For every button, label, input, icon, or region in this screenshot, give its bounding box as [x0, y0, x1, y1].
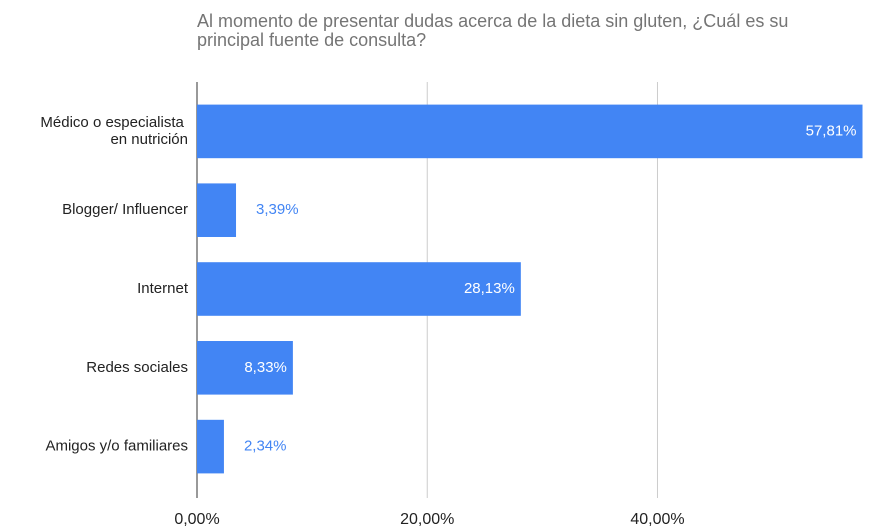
- bar: [197, 183, 237, 237]
- y-tick-label: Blogger/ Influencer: [62, 201, 188, 218]
- chart-title: Al momento de presentar dudas acerca de …: [197, 11, 789, 50]
- bar: [197, 341, 293, 395]
- x-tick-label: 0,00%: [174, 511, 219, 528]
- x-tick-label: 20,00%: [400, 511, 454, 528]
- bar: [197, 104, 863, 159]
- data-label: 2,34%: [244, 438, 287, 455]
- bar: [197, 419, 224, 474]
- data-label: 3,39%: [256, 201, 299, 218]
- y-tick-label: Amigos y/o familiares: [45, 438, 188, 455]
- data-label: 28,13%: [464, 280, 515, 297]
- y-tick-label: Internet: [137, 280, 189, 297]
- bar: [197, 262, 521, 316]
- data-label: 8,33%: [244, 359, 287, 376]
- y-tick-label: Médico o especialista en nutrición: [40, 114, 188, 148]
- data-label: 57,81%: [806, 122, 857, 139]
- y-tick-label: Redes sociales: [86, 359, 188, 376]
- x-tick-label: 40,00%: [630, 511, 684, 528]
